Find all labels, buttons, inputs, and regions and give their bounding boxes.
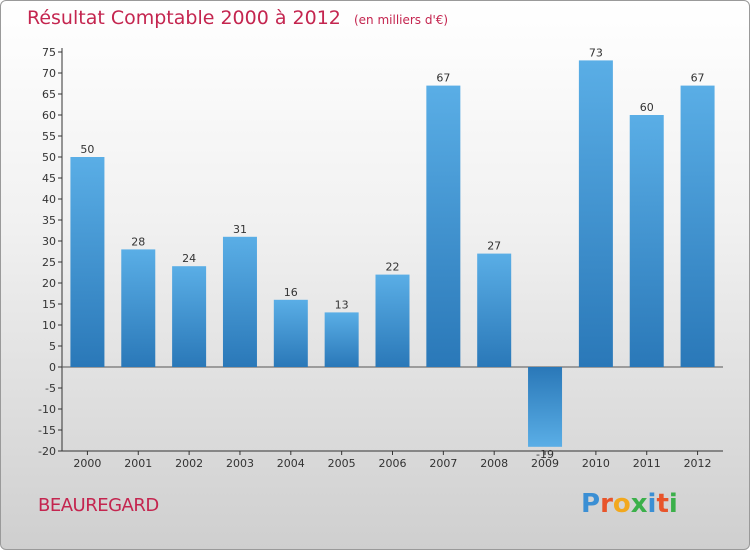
y-tick-label: 35 xyxy=(42,214,56,227)
x-tick-label: 2007 xyxy=(429,457,457,470)
logo-letter: r xyxy=(600,489,613,519)
bar-2008 xyxy=(477,253,512,367)
bar-2002 xyxy=(172,266,207,367)
commune-name: BEAUREGARD xyxy=(38,495,159,516)
x-tick-label: 2003 xyxy=(226,457,254,470)
y-tick-label: 60 xyxy=(42,109,56,122)
bar-2000 xyxy=(70,157,105,367)
bar-2012 xyxy=(680,85,715,367)
bars xyxy=(70,60,715,447)
data-label-2006: 22 xyxy=(386,261,400,274)
x-tick-label: 2010 xyxy=(582,457,610,470)
data-label-2004: 16 xyxy=(284,286,298,299)
y-tick-label: 15 xyxy=(42,298,56,311)
chart-title: Résultat Comptable 2000 à 2012 xyxy=(27,7,341,29)
y-tick-label: -15 xyxy=(38,424,56,437)
x-tick-label: 2006 xyxy=(379,457,407,470)
logo-letter: o xyxy=(612,489,631,519)
x-tick-label: 2008 xyxy=(480,457,508,470)
x-tick-label: 2011 xyxy=(633,457,661,470)
y-tick-label: 20 xyxy=(42,277,56,290)
data-label-2003: 31 xyxy=(233,223,247,236)
y-tick-label: 25 xyxy=(42,256,56,269)
data-label-2007: 67 xyxy=(436,72,450,85)
data-label-2001: 28 xyxy=(131,235,145,248)
y-tick-label: -20 xyxy=(38,445,56,458)
bar-labels: 50 28 24 31 16 13 22 67 27 -19 73 60 67 xyxy=(80,46,704,460)
y-tick-label: 10 xyxy=(42,319,56,332)
data-label-2011: 60 xyxy=(640,101,654,114)
bar-2005 xyxy=(324,312,359,367)
y-tick-label: 75 xyxy=(42,46,56,59)
y-tick-label: 30 xyxy=(42,235,56,248)
x-tick-label: 2004 xyxy=(277,457,305,470)
data-label-2009: -19 xyxy=(536,448,554,461)
y-tick-label: 55 xyxy=(42,130,56,143)
data-label-2005: 13 xyxy=(335,298,349,311)
bar-2009 xyxy=(528,367,563,447)
bar-2006 xyxy=(375,274,410,367)
logo-letter: i xyxy=(647,489,657,519)
chart-unit: (en milliers d'€) xyxy=(353,13,449,27)
logo-letter: i xyxy=(668,489,678,519)
logo-letter: t xyxy=(656,489,669,519)
x-tick-label: 2002 xyxy=(175,457,203,470)
x-tick-label: 2001 xyxy=(124,457,152,470)
x-tick-label: 2012 xyxy=(684,457,712,470)
y-tick-label: 50 xyxy=(42,151,56,164)
y-tick-label: -10 xyxy=(38,403,56,416)
data-label-2010: 73 xyxy=(589,46,603,59)
bar-2003 xyxy=(222,236,257,367)
bar-2001 xyxy=(121,249,156,367)
data-label-2008: 27 xyxy=(487,240,501,253)
bar-2007 xyxy=(426,85,461,367)
y-tick-label: -5 xyxy=(45,382,56,395)
y-tick-label: 40 xyxy=(42,193,56,206)
logo-letter: P xyxy=(581,489,601,519)
x-tick-label: 2005 xyxy=(328,457,356,470)
y-tick-label: 65 xyxy=(42,88,56,101)
data-label-2002: 24 xyxy=(182,252,196,265)
y-tick-label: 45 xyxy=(42,172,56,185)
proxiti-logo: Proxiti xyxy=(581,489,678,519)
x-tick-label: 2000 xyxy=(73,457,101,470)
y-tick-label: 70 xyxy=(42,67,56,80)
bar-2004 xyxy=(273,299,308,367)
y-tick-label: 5 xyxy=(49,340,56,353)
logo-letter: x xyxy=(630,489,648,519)
bar-2010 xyxy=(578,60,613,368)
y-tick-label: 0 xyxy=(49,361,56,374)
bar-2011 xyxy=(629,115,664,367)
chart-title-block: Résultat Comptable 2000 à 2012 (en milli… xyxy=(27,7,448,29)
x-tick-label: 2009 xyxy=(531,457,559,470)
data-label-2012: 67 xyxy=(691,72,705,85)
data-label-2000: 50 xyxy=(80,143,94,156)
